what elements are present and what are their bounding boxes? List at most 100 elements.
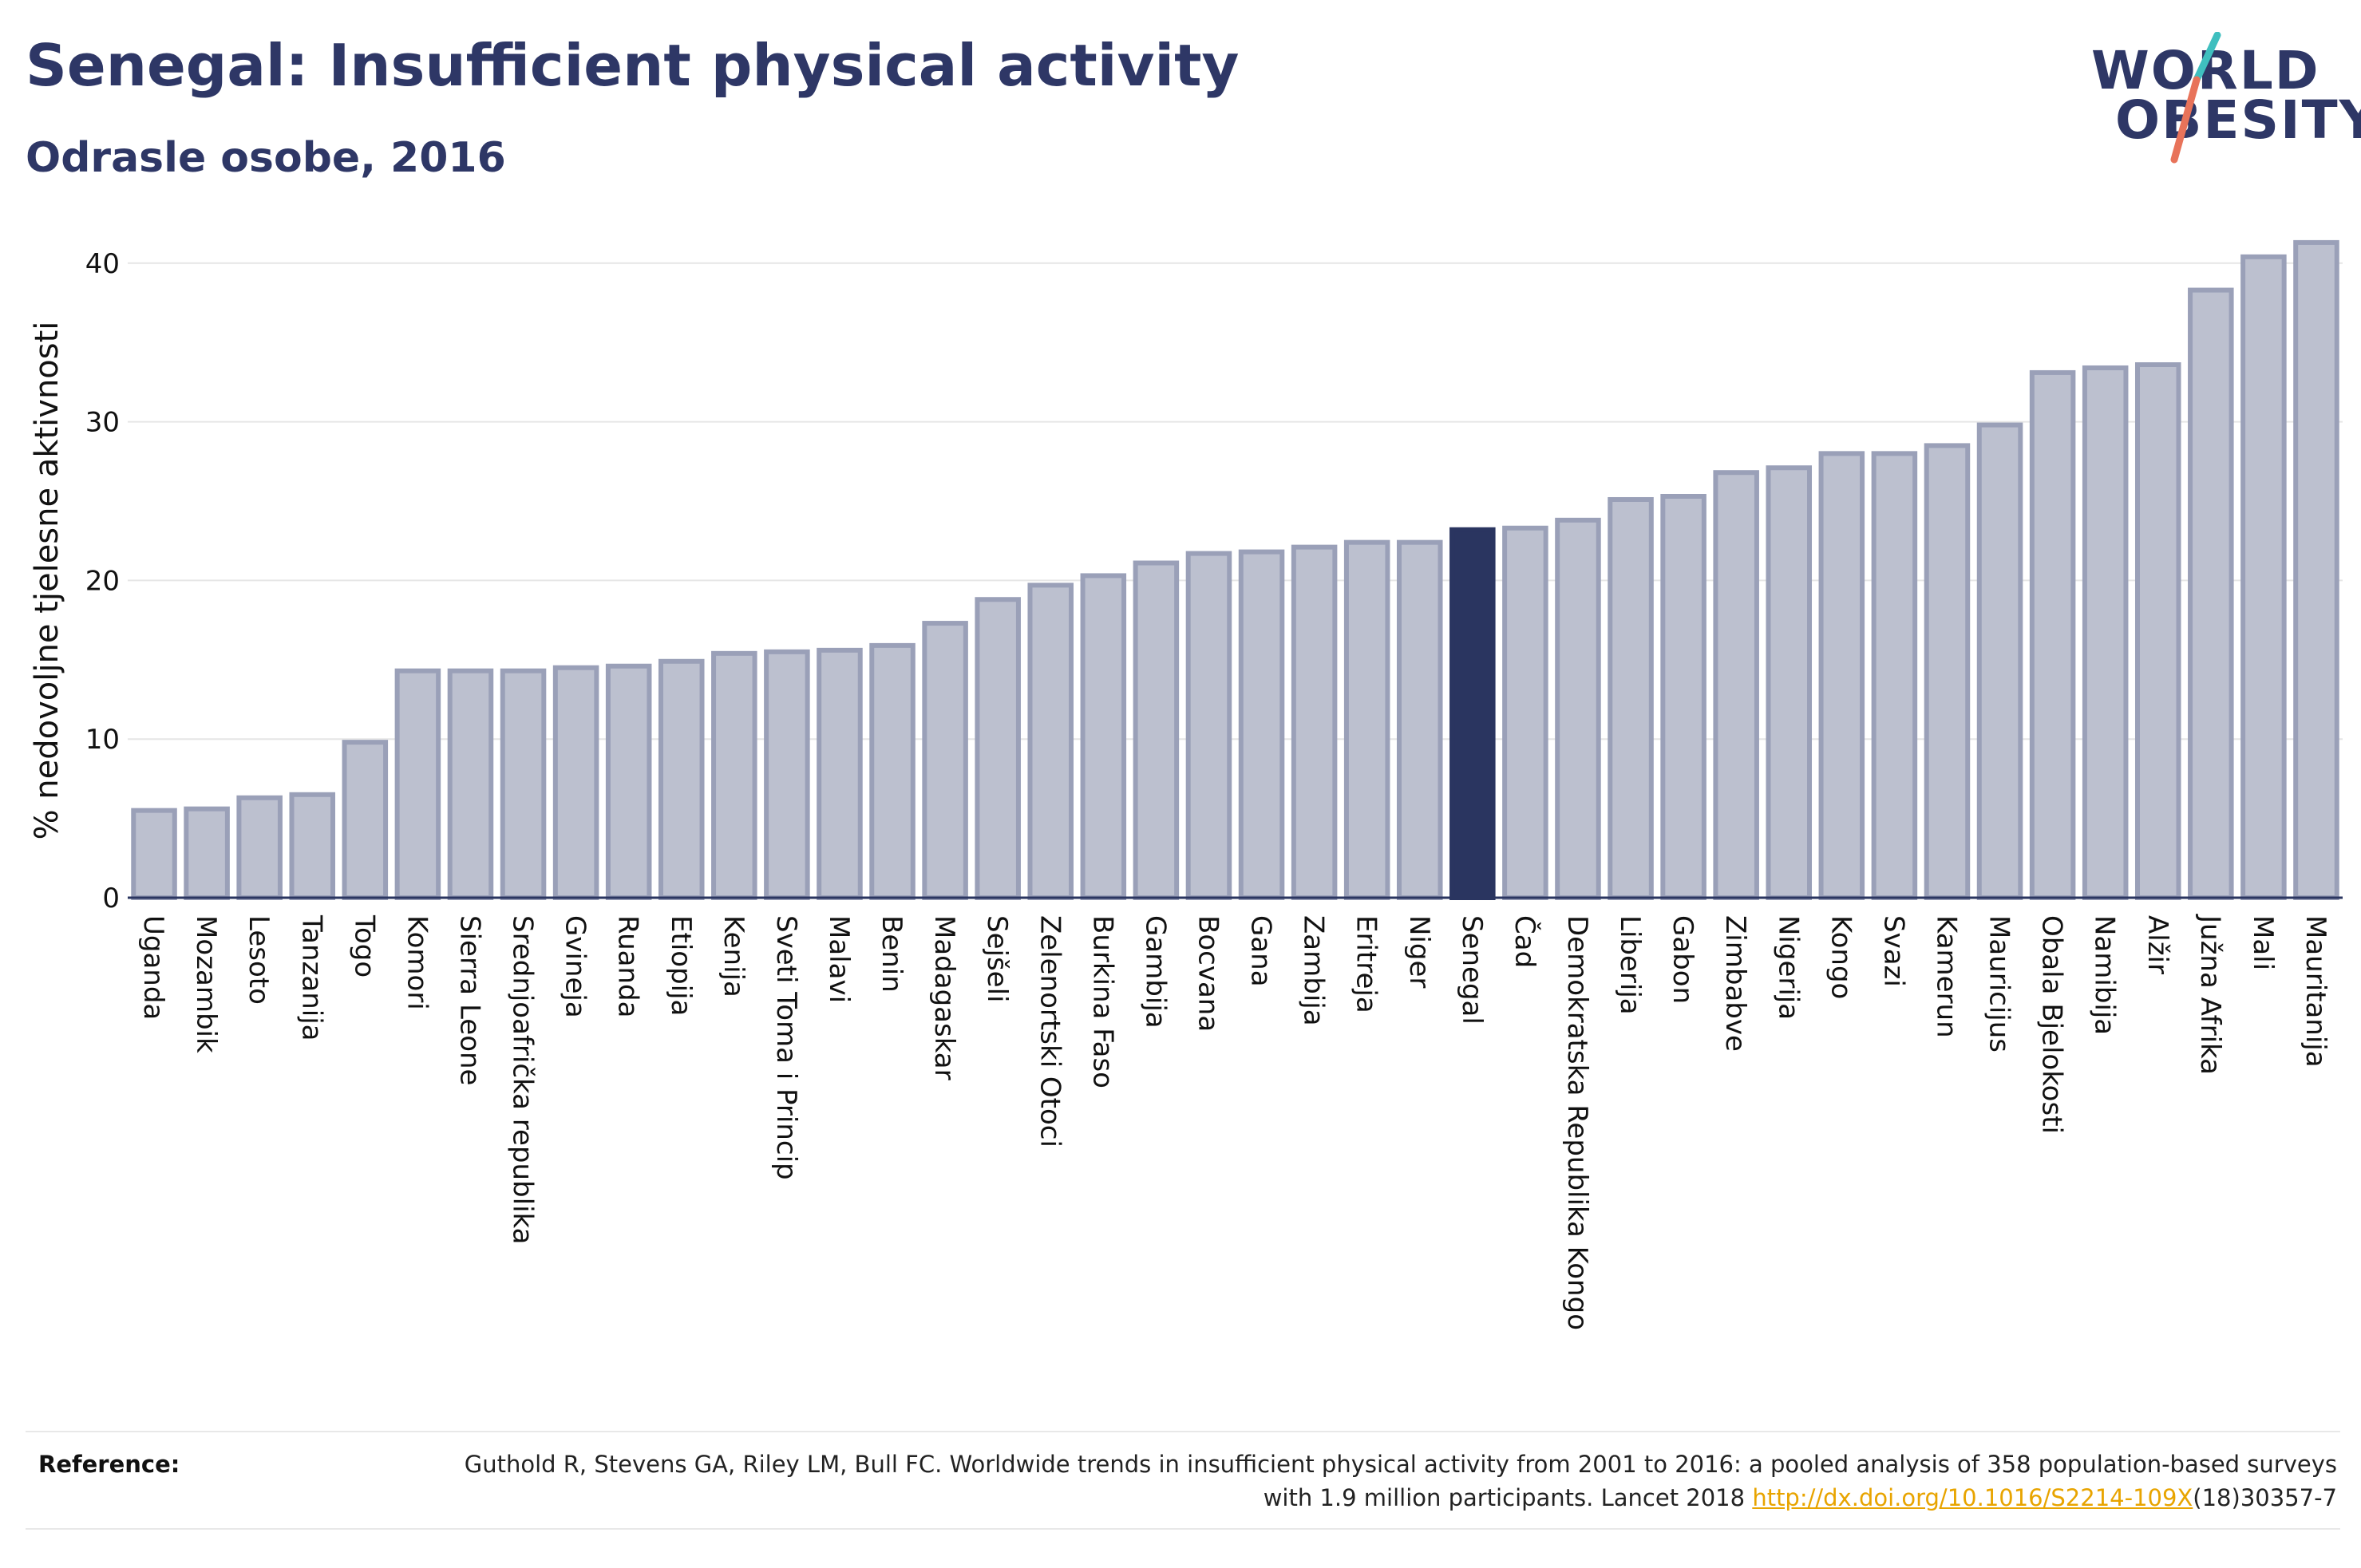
bar	[552, 665, 599, 900]
bar	[1555, 517, 1601, 900]
x-tick-label: Togo	[348, 914, 380, 978]
x-tick-label: Gvineja	[560, 915, 591, 1018]
bar	[1924, 443, 1971, 900]
x-tick-label: Mali	[2247, 915, 2279, 970]
bar	[184, 806, 230, 901]
bar	[764, 649, 810, 900]
x-tick-label: Sveti Toma i Princip	[770, 915, 802, 1180]
x-tick-label: Mauricijus	[1983, 915, 2015, 1053]
bar	[394, 668, 441, 900]
bar	[1660, 494, 1706, 900]
x-tick-label: Zelenortski Otoci	[1034, 915, 1066, 1147]
bar	[658, 658, 705, 900]
bar	[1133, 560, 1180, 900]
bar	[1238, 549, 1285, 900]
logo-word-obesity: OBESITY	[2115, 89, 2361, 151]
reference-citation: Guthold R, Stevens GA, Riley LM, Bull FC…	[421, 1448, 2337, 1515]
x-tick-label: Senegal	[1456, 915, 1488, 1025]
x-tick-label: Bocvana	[1192, 915, 1224, 1032]
bar	[1343, 539, 1390, 901]
bar	[605, 663, 652, 900]
y-tick-label: 0	[102, 883, 120, 914]
x-tick-label: Ruanda	[612, 915, 644, 1017]
x-tick-label: Kongo	[1825, 915, 1857, 999]
x-tick-label: Lesoto	[243, 915, 275, 1005]
bar	[2188, 287, 2234, 900]
bar	[1080, 573, 1127, 901]
chart-subtitle: Odrasle osobe, 2016	[26, 134, 506, 182]
bar	[342, 740, 389, 901]
bar	[236, 795, 283, 900]
chart-title: Senegal: Insufficient physical activity	[26, 32, 1240, 99]
x-tick-label: Sierra Leone	[453, 915, 485, 1085]
bar-chart: 0 10 20 30 40 % nedovoljne tjelesne aktivnost…	[29, 239, 2343, 1330]
x-tick-label: Liberija	[1614, 915, 1646, 1015]
bar	[1502, 525, 1548, 900]
x-tick-label: Tanzanija	[295, 914, 327, 1041]
x-tick-label: Kamerun	[1930, 915, 1962, 1038]
x-tick-label: Nigerija	[1772, 915, 1804, 1020]
x-tick-label: Gabon	[1667, 915, 1699, 1004]
x-tick-label: Eritreja	[1351, 915, 1382, 1013]
bar	[2134, 362, 2181, 900]
x-tick-label: Uganda	[137, 915, 169, 1020]
reference-doi-link[interactable]: http://dx.doi.org/10.1016/S2214-109X	[1752, 1484, 2193, 1511]
x-tick-label: Komori	[401, 915, 433, 1010]
x-tick-label: Alžir	[2142, 915, 2173, 974]
reference-citation-suffix: (18)30357-7	[2193, 1484, 2337, 1511]
x-tick-label: Etiopija	[665, 915, 697, 1016]
y-tick-label: 20	[85, 565, 120, 597]
x-tick-label: Svazi	[1877, 915, 1909, 987]
bar	[869, 642, 916, 901]
bar	[1976, 422, 2023, 900]
bar-highlighted	[1449, 527, 1496, 900]
bar	[2082, 365, 2129, 900]
x-tick-label: Malavi	[823, 915, 855, 1003]
bar	[289, 792, 336, 900]
y-tick-label: 30	[85, 407, 120, 439]
bar	[711, 650, 757, 900]
bar	[922, 621, 968, 900]
x-tick-label: Niger	[1403, 915, 1435, 988]
reference-divider-top	[26, 1431, 2340, 1432]
x-tick-label: Mozambik	[190, 915, 222, 1053]
bar	[2240, 254, 2287, 900]
x-tick-label: Mauritanija	[2300, 915, 2331, 1068]
bar	[1871, 451, 1918, 900]
logo-slash-icon	[2170, 32, 2221, 164]
x-tick-label: Demokratska Republika Kongo	[1561, 915, 1593, 1330]
bar	[1818, 451, 1865, 900]
reference-citation-text: Guthold R, Stevens GA, Riley LM, Bull FC…	[464, 1451, 2337, 1511]
x-tick-label: Gambija	[1139, 915, 1171, 1029]
x-tick-label: Zimbabve	[1719, 915, 1751, 1052]
bar	[500, 668, 547, 900]
x-tick-label: Gana	[1245, 915, 1277, 987]
bar	[447, 668, 494, 900]
x-tick-label: Benin	[876, 915, 908, 993]
x-tick-label: Madagaskar	[928, 915, 960, 1080]
bar	[975, 597, 1021, 900]
bar	[1291, 544, 1338, 901]
bar	[817, 647, 863, 900]
bar	[131, 808, 177, 901]
bar	[2293, 239, 2339, 900]
x-tick-label: Zambija	[1298, 915, 1330, 1026]
bar	[1185, 551, 1232, 900]
x-tick-label: Namibija	[2089, 915, 2121, 1035]
x-tick-label: Južna Afrika	[2194, 914, 2226, 1075]
bar	[1713, 470, 1759, 900]
x-tick-label: Kenija	[718, 915, 749, 997]
bar	[2029, 369, 2076, 900]
reference-label: Reference:	[38, 1451, 180, 1478]
bar	[1396, 539, 1443, 901]
bar	[1766, 465, 1813, 900]
y-axis-title: % nedovoljne tjelesne aktivnosti	[29, 322, 65, 840]
x-tick-label: Sejšeli	[981, 915, 1013, 1002]
x-tick-label: Srednjoafrička republika	[507, 915, 539, 1244]
bar	[1608, 496, 1654, 900]
reference-divider-bottom	[26, 1528, 2340, 1530]
world-obesity-logo[interactable]: WORLD OBESITY	[2075, 32, 2361, 176]
x-tick-label: Obala Bjelokosti	[2036, 915, 2068, 1134]
x-tick-label: Burkina Faso	[1086, 915, 1118, 1088]
y-tick-label: 10	[85, 724, 120, 756]
